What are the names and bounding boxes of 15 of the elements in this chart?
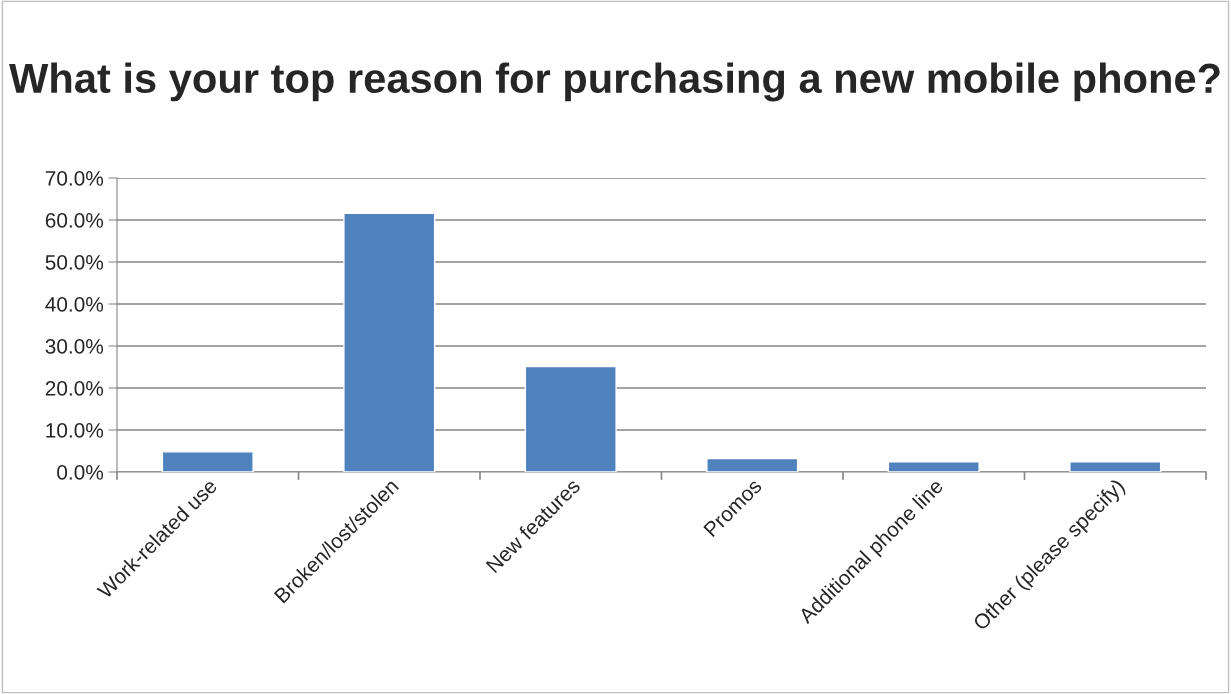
bar [1069, 461, 1162, 472]
y-tick-label: 70.0% [45, 171, 104, 186]
y-tick-label: 40.0% [45, 297, 104, 312]
y-tick-label: 60.0% [45, 213, 104, 228]
chart-title: What is your top reason for purchasing a new mobile phone? [9, 62, 1220, 102]
bar [524, 365, 617, 472]
y-tick-label: 20.0% [45, 381, 104, 396]
bar [343, 212, 436, 472]
bar [887, 461, 980, 472]
y-tick-label: 0.0% [57, 465, 104, 480]
y-tick-label: 10.0% [46, 423, 104, 438]
bar [706, 457, 799, 472]
y-tick-label: 30.0% [45, 339, 104, 354]
y-tick-label: 50.0% [45, 255, 104, 270]
bar [161, 451, 254, 472]
